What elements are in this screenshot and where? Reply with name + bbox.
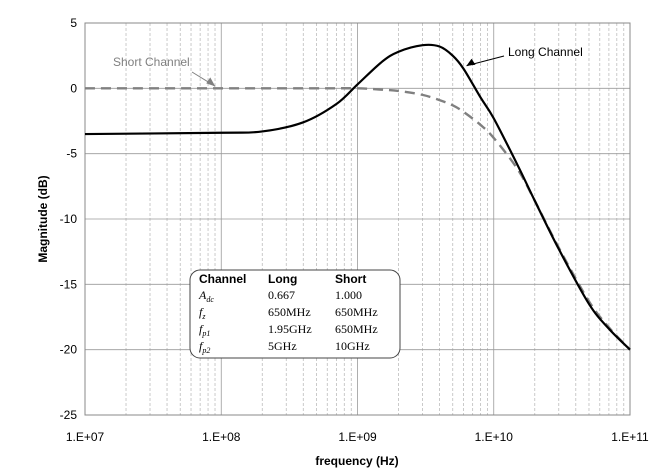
table-cell-short: 650MHz (335, 305, 378, 319)
table-param-subscript: p1 (201, 329, 210, 338)
table-param-label: fz (199, 305, 206, 321)
x-tick-label: 1.E+08 (202, 430, 241, 444)
y-tick-label: 5 (70, 16, 77, 30)
x-tick-label: 1.E+09 (338, 430, 377, 444)
table-cell-long: 5GHz (268, 339, 297, 353)
table-cell-long: 1.95GHz (268, 322, 312, 336)
table-cell-short: 650MHz (335, 322, 378, 336)
table-param-label: fp2 (199, 339, 210, 355)
y-tick-label: -25 (60, 408, 78, 422)
table-param-label: fp1 (199, 322, 210, 338)
table-cell-short: 1.000 (335, 288, 362, 302)
y-tick-label: -20 (60, 343, 78, 357)
plot-area-frame (84, 22, 631, 416)
x-tick-label: 1.E+07 (66, 430, 105, 444)
table-header-long: Long (268, 272, 297, 286)
y-tick-label: -10 (60, 212, 78, 226)
x-tick-label: 1.E+10 (475, 430, 514, 444)
table-cell-long: 650MHz (268, 305, 311, 319)
tick-labels: 1.E+07 1.E+08 1.E+09 1.E+10 1.E+11 5 0 -5 -10 -15… (60, 16, 649, 444)
y-tick-label: -5 (66, 147, 77, 161)
y-tick-label: 0 (70, 81, 77, 95)
table-param-subscript: z (201, 312, 206, 321)
table-param-subscript: p2 (201, 346, 210, 355)
annotation-long-channel: Long Channel (508, 45, 583, 59)
annotation-short-channel: Short Channel (113, 55, 190, 69)
series-line-long-channel (84, 43, 631, 351)
series-lines (84, 43, 631, 351)
table-param-subscript: dc (206, 295, 214, 304)
y-axis-title: Magnitude (dB) (36, 175, 50, 262)
x-tick-label: 1.E+11 (611, 430, 649, 444)
arrowhead-short-channel (206, 77, 216, 87)
x-axis-title: frequency (Hz) (315, 454, 398, 468)
table-cell-long: 0.667 (268, 288, 295, 302)
table-cell-short: 10GHz (335, 339, 370, 353)
annotations: Short Channel Long Channel (113, 45, 583, 87)
y-tick-label: -15 (60, 277, 78, 291)
table-header-channel: Channel (199, 272, 246, 286)
table-header-short: Short (335, 272, 366, 286)
parameter-table-box (189, 269, 401, 359)
arrowhead-long-channel (466, 58, 476, 66)
